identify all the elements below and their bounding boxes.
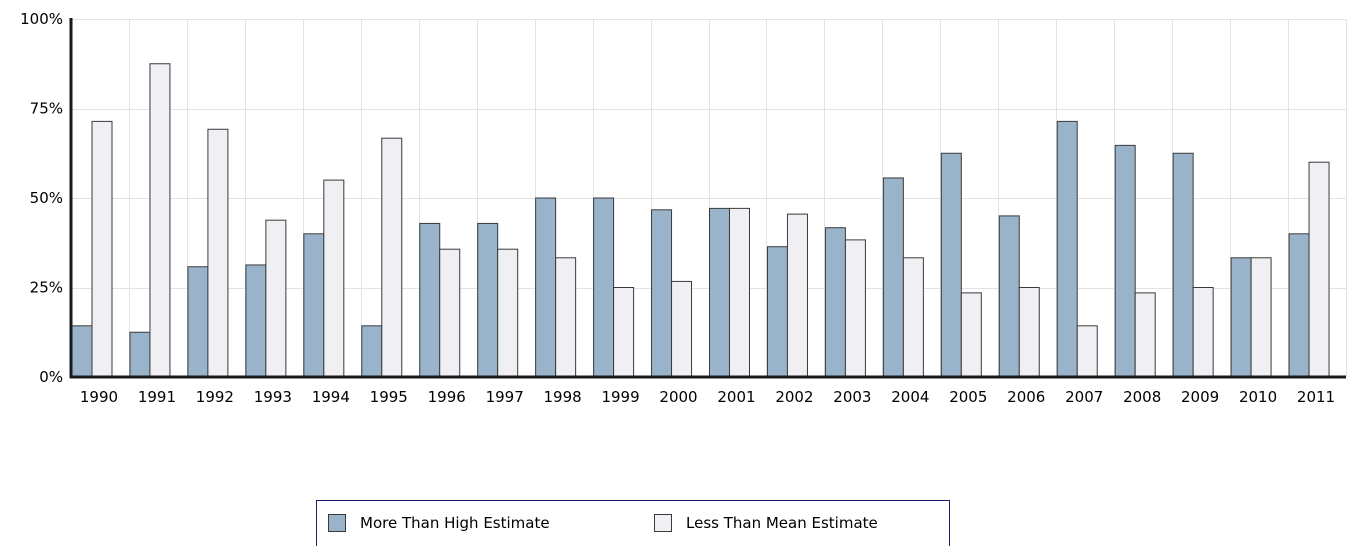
legend-item-series-1: More Than High Estimate bbox=[328, 512, 550, 534]
bar-more-than-high-1996 bbox=[419, 222, 441, 378]
bar-more-than-high-2011 bbox=[1288, 233, 1310, 378]
x-tick-label: 2006 bbox=[1007, 388, 1045, 406]
bar-more-than-high-2009 bbox=[1172, 152, 1194, 378]
y-axis-ticks: 0% 25% 50% 75% 100% bbox=[20, 10, 63, 386]
x-tick-label: 1993 bbox=[254, 388, 292, 406]
bar-more-than-high-1999 bbox=[593, 197, 615, 378]
x-axis-ticks: 1990 1991 1992 1993 1994 1995 1996 1997 1998 1999… bbox=[80, 388, 1335, 406]
legend-item-series-2: Less Than Mean Estimate bbox=[654, 512, 878, 534]
bar-less-than-mean-2005 bbox=[960, 292, 982, 378]
x-tick-label: 2011 bbox=[1297, 388, 1335, 406]
x-tick-label: 2007 bbox=[1065, 388, 1103, 406]
bar-less-than-mean-1997 bbox=[497, 248, 519, 378]
x-tick-label: 2005 bbox=[949, 388, 987, 406]
y-tick-label: 50% bbox=[30, 189, 63, 207]
bar-more-than-high-1994 bbox=[303, 233, 325, 378]
x-tick-label: 1991 bbox=[138, 388, 176, 406]
bar-more-than-high-2006 bbox=[998, 215, 1020, 378]
y-tick-label: 75% bbox=[30, 100, 63, 118]
bar-more-than-high-2000 bbox=[651, 209, 673, 378]
x-tick-label: 1990 bbox=[80, 388, 118, 406]
bar-more-than-high-1995 bbox=[361, 325, 383, 378]
x-tick-label: 2001 bbox=[717, 388, 755, 406]
x-tick-label: 2010 bbox=[1239, 388, 1277, 406]
bar-less-than-mean-1999 bbox=[613, 287, 635, 378]
bar-more-than-high-2005 bbox=[940, 152, 962, 378]
bar-less-than-mean-1992 bbox=[207, 128, 229, 378]
bar-less-than-mean-1994 bbox=[323, 179, 345, 378]
bar-less-than-mean-2009 bbox=[1192, 287, 1214, 378]
bar-less-than-mean-2010 bbox=[1250, 257, 1272, 378]
bar-more-than-high-1997 bbox=[477, 222, 499, 378]
bar-more-than-high-1993 bbox=[245, 264, 267, 378]
x-tick-label: 1996 bbox=[428, 388, 466, 406]
x-tick-label: 1998 bbox=[544, 388, 582, 406]
legend: More Than High Estimate Less Than Mean E… bbox=[316, 500, 950, 546]
legend-swatch-series-2 bbox=[654, 514, 672, 532]
bar-less-than-mean-2001 bbox=[729, 207, 750, 378]
bar-more-than-high-2003 bbox=[824, 227, 846, 378]
bar-less-than-mean-2006 bbox=[1018, 287, 1040, 378]
x-tick-label: 2003 bbox=[833, 388, 871, 406]
axes bbox=[69, 18, 1346, 379]
bar-more-than-high-2007 bbox=[1056, 120, 1078, 378]
bar-more-than-high-2004 bbox=[882, 177, 904, 378]
bar-less-than-mean-1993 bbox=[265, 219, 287, 378]
bar-less-than-mean-1990 bbox=[91, 120, 113, 378]
x-tick-label: 2000 bbox=[659, 388, 697, 406]
bar-less-than-mean-1996 bbox=[439, 248, 461, 378]
legend-label-series-1: More Than High Estimate bbox=[360, 514, 550, 532]
bar-less-than-mean-2002 bbox=[786, 213, 808, 378]
x-tick-label: 1994 bbox=[312, 388, 350, 406]
y-tick-label: 100% bbox=[20, 10, 63, 28]
bar-more-than-high-2001 bbox=[709, 207, 730, 378]
x-tick-label: 1995 bbox=[370, 388, 408, 406]
bar-chart: 0% 25% 50% 75% 100% 1990 1991 1992 1993 1994 1995… bbox=[20, 10, 1347, 406]
x-tick-label: 2002 bbox=[775, 388, 813, 406]
bar-more-than-high-1992 bbox=[187, 266, 209, 378]
x-tick-label: 2009 bbox=[1181, 388, 1219, 406]
bar-more-than-high-2008 bbox=[1114, 144, 1136, 378]
y-tick-label: 0% bbox=[39, 368, 63, 386]
x-tick-label: 1997 bbox=[486, 388, 524, 406]
bar-less-than-mean-2004 bbox=[902, 257, 924, 378]
legend-label-series-2: Less Than Mean Estimate bbox=[686, 514, 878, 532]
x-tick-label: 2008 bbox=[1123, 388, 1161, 406]
bar-less-than-mean-2011 bbox=[1308, 161, 1330, 378]
bars bbox=[71, 63, 1330, 378]
x-tick-label: 2004 bbox=[891, 388, 929, 406]
bar-more-than-high-1991 bbox=[129, 331, 151, 378]
bar-more-than-high-1990 bbox=[71, 325, 93, 378]
bar-less-than-mean-1991 bbox=[149, 63, 171, 378]
legend-swatch-series-1 bbox=[328, 514, 346, 532]
x-tick-label: 1992 bbox=[196, 388, 234, 406]
bar-less-than-mean-2008 bbox=[1134, 292, 1156, 378]
bar-more-than-high-2010 bbox=[1230, 257, 1252, 378]
bar-less-than-mean-2003 bbox=[844, 239, 866, 378]
bar-more-than-high-2002 bbox=[766, 246, 788, 378]
bar-less-than-mean-2007 bbox=[1076, 325, 1098, 378]
bar-less-than-mean-1995 bbox=[381, 137, 403, 378]
y-tick-label: 25% bbox=[30, 279, 63, 297]
bar-less-than-mean-2000 bbox=[671, 280, 693, 378]
bar-more-than-high-1998 bbox=[535, 197, 557, 378]
bar-less-than-mean-1998 bbox=[555, 257, 577, 378]
x-tick-label: 1999 bbox=[601, 388, 639, 406]
